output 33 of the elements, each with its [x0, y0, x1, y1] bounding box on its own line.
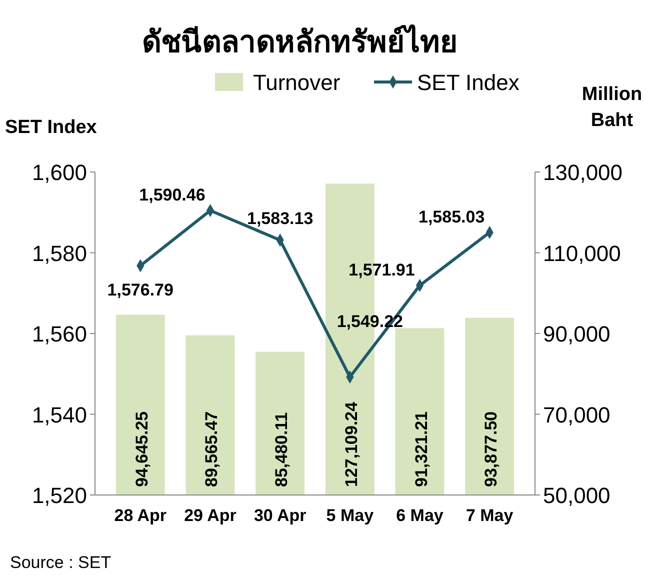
y2-tick-label: 130,000 [543, 160, 623, 185]
x-tick-label: 30 Apr [254, 506, 307, 525]
x-tick-label: 28 Apr [114, 506, 167, 525]
data-label: 1,583.13 [246, 209, 314, 228]
data-label: 93,877.50 [482, 411, 501, 487]
y2-tick-label: 90,000 [543, 322, 610, 346]
legend-label: Turnover [253, 70, 340, 95]
x-tick-label: 29 Apr [184, 506, 237, 525]
data-label: 1,590.46 [139, 186, 206, 205]
y-axis-title: SET Index [5, 117, 98, 138]
y2-axis-title: Million Baht [582, 84, 642, 131]
y-tick-label: 1,580 [32, 240, 87, 266]
chart-title: ดัชนีตลาดหลักทรัพย์ไทย [142, 24, 458, 59]
legend-label: SET Index [417, 70, 520, 95]
y2-tick-label: 70,000 [543, 402, 610, 428]
y2-tick-label: 50,000 [543, 483, 610, 508]
data-label: 1,585.03 [418, 207, 485, 226]
data-label: 127,109.24 [342, 401, 361, 487]
data-label: 94,645.25 [132, 411, 152, 487]
data-label: 1,576.79 [107, 280, 174, 300]
data-label: 1,571.91 [348, 260, 415, 280]
x-tick-label: 6 May [396, 506, 444, 525]
data-label: 85,480.11 [272, 412, 292, 487]
y-tick-label: 1,520 [32, 483, 87, 508]
y2-tick-label: 110,000 [543, 240, 621, 266]
data-label: 89,565.47 [202, 411, 222, 487]
y-tick-label: 1,560 [32, 322, 87, 346]
y-tick-label: 1,540 [32, 402, 87, 428]
source-note: Source : SET [10, 553, 112, 572]
x-tick-label: 7 May [466, 506, 514, 525]
data-label: 91,321.21 [412, 411, 431, 487]
x-tick-label: 5 May [326, 506, 374, 525]
y-tick-label: 1,600 [32, 160, 87, 185]
